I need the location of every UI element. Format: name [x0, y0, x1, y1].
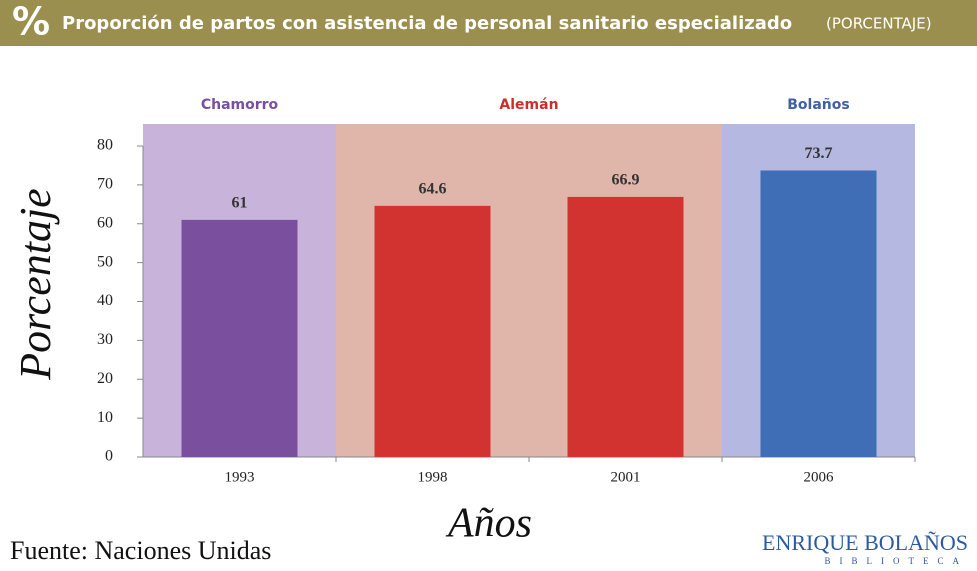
x-axis-label: Años	[445, 501, 532, 547]
x-tick-label: 1993	[225, 469, 255, 485]
y-tick-label: 30	[97, 331, 113, 348]
y-tick-label: 0	[105, 448, 113, 465]
source: Fuente: Naciones Unidas	[10, 536, 271, 565]
period-label: Bolaños	[787, 97, 849, 113]
x-tick-label: 1998	[418, 469, 448, 485]
logo-subtitle: BIBLIOTECA	[825, 556, 969, 566]
bar	[567, 196, 684, 457]
title-bar	[0, 0, 977, 46]
chart-title: Proporción de partos con asistencia de p…	[62, 13, 792, 34]
data-label: 61	[232, 195, 248, 212]
title-icon: %	[12, 0, 50, 44]
period-label: Chamorro	[201, 97, 279, 113]
x-tick-label: 2006	[804, 469, 835, 485]
plot-area: Chamorro Alemán Bolaños 0 10 20 30 40 50 60 70 80 19…	[97, 97, 916, 485]
y-tick-label: 40	[97, 292, 113, 309]
y-tick-label: 60	[97, 214, 113, 231]
chart-subtitle: (PORCENTAJE)	[826, 15, 932, 33]
period-label: Alemán	[499, 97, 558, 113]
bar	[760, 170, 877, 457]
data-label: 64.6	[419, 181, 447, 198]
x-tick-label: 2001	[611, 469, 641, 485]
y-tick-label: 20	[97, 370, 113, 387]
y-tick-label: 70	[97, 176, 113, 193]
bar	[374, 205, 491, 457]
logo-name: ENRIQUE BOLAÑOS	[762, 530, 968, 555]
y-axis-label: Porcentaje	[11, 188, 60, 380]
data-label: 73.7	[805, 145, 833, 162]
bar	[181, 219, 298, 457]
y-tick-label: 50	[97, 253, 113, 270]
y-tick-label: 10	[97, 409, 113, 426]
y-tick-label: 80	[97, 137, 113, 154]
data-label: 66.9	[612, 172, 640, 189]
